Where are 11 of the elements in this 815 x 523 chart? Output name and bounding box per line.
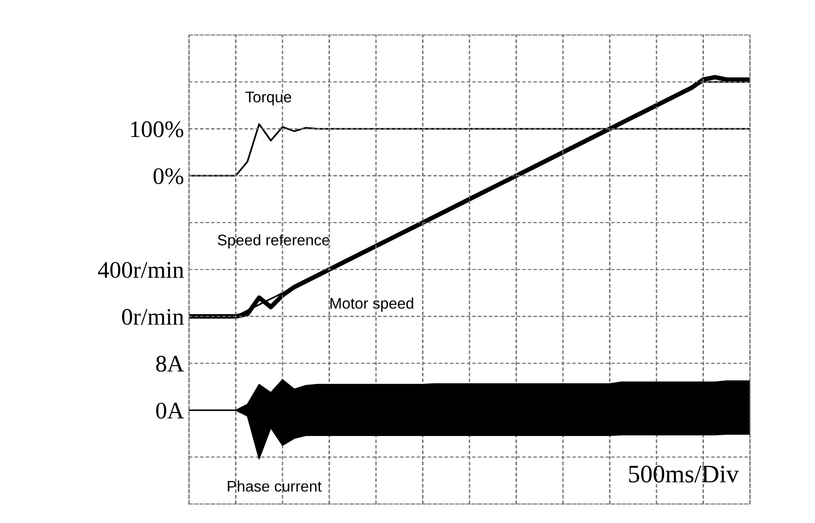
y-tick-label: 0A	[156, 402, 184, 419]
series-label: Torque	[245, 92, 292, 106]
series-label: Speed reference	[218, 234, 330, 248]
annotation: 500ms/Div	[629, 466, 739, 483]
y-tick-label: 100%	[131, 121, 184, 138]
y-tick-label: 8A	[156, 356, 184, 372]
y-tick-label: 400r/min	[98, 262, 184, 278]
text: Phase current	[228, 480, 322, 492]
y-tick-label: 0%	[154, 168, 184, 184]
y-tick-label: 0r/min	[122, 308, 184, 325]
series-label: Motor speed	[330, 298, 414, 312]
